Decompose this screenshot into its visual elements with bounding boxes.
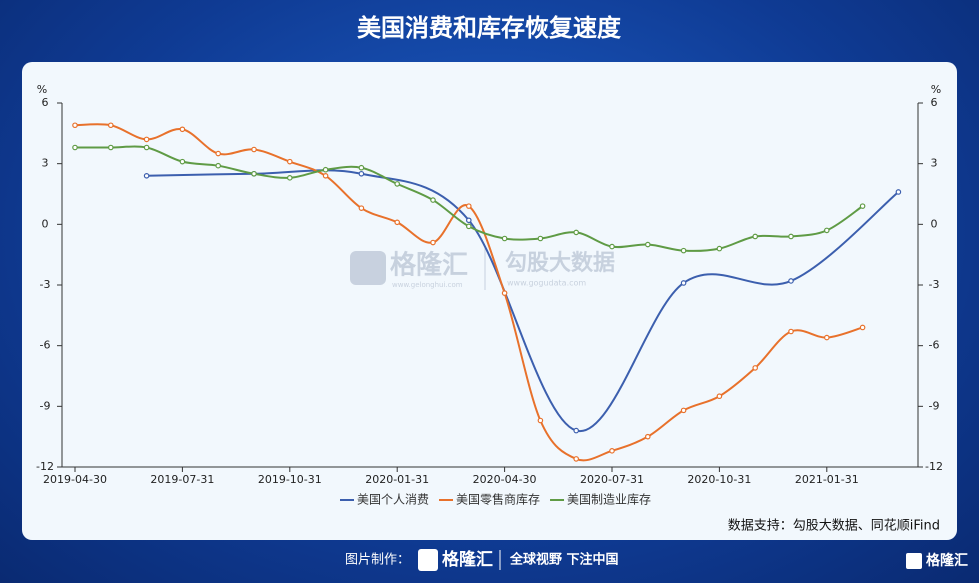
y-tick-label: 3: [42, 157, 49, 170]
y2-tick-label: -3: [929, 278, 940, 291]
x-tick-label: 2019-07-31: [150, 473, 214, 486]
footer-slogan: 全球视野 下注中国: [509, 552, 619, 568]
data-point: [322, 173, 329, 179]
data-point: [537, 235, 544, 242]
x-tick-label: 2020-07-31: [580, 473, 644, 486]
data-point: [716, 245, 723, 252]
y-tick-label: 0: [42, 217, 49, 230]
data-point: [609, 243, 615, 250]
x-tick-label: 2021-01-31: [795, 473, 859, 486]
data-point: [501, 290, 508, 296]
data-point: [752, 365, 759, 371]
data-point: [108, 144, 114, 151]
data-point: [573, 229, 580, 236]
data-point: [680, 247, 687, 254]
data-point: [286, 158, 293, 165]
data-point: [179, 126, 186, 133]
y-tick-label: 6: [42, 96, 49, 109]
data-point: [859, 324, 866, 331]
data-point: [895, 189, 902, 195]
data-point: [394, 219, 401, 226]
page-title: 美国消费和库存恢复速度: [357, 14, 622, 42]
data-point: [322, 166, 329, 173]
watermark-brand: 格隆汇: [390, 250, 468, 281]
panel: [22, 62, 957, 540]
watermark-data-brand: 勾股大数据: [505, 250, 615, 276]
watermark-url: www.gelonghui.com: [392, 281, 463, 289]
footer-logo: [418, 549, 438, 571]
data-point: [108, 122, 114, 129]
data-point: [430, 197, 436, 203]
footer-brand: 格隆汇: [442, 549, 493, 570]
data-point: [859, 203, 866, 209]
data-point: [823, 334, 830, 341]
data-point: [752, 233, 759, 240]
data-point: [823, 227, 830, 234]
y-tick-label: -6: [40, 339, 51, 352]
watermark-data-url: www.gogudata.com: [507, 279, 586, 288]
y2-tick-label: -12: [925, 460, 943, 473]
data-point: [143, 136, 150, 143]
data-point: [501, 235, 508, 242]
y-tick-label: -9: [40, 399, 51, 412]
data-point: [465, 217, 472, 224]
data-point: [215, 150, 222, 157]
data-point: [573, 456, 580, 462]
corner-logo: [906, 553, 922, 569]
data-point: [358, 205, 365, 211]
data-point: [286, 175, 293, 181]
corner-brand: 格隆汇: [926, 552, 968, 569]
x-tick-label: 2020-04-30: [473, 473, 537, 486]
data-point: [573, 427, 580, 434]
data-point: [465, 223, 472, 230]
legend-label: 美国零售商库存: [456, 492, 540, 507]
legend-label: 美国制造业库存: [567, 492, 651, 507]
data-point: [609, 448, 615, 454]
data-point: [788, 233, 794, 240]
data-point: [394, 181, 401, 187]
x-tick-label: 2020-10-31: [687, 473, 751, 486]
y-unit: %: [37, 83, 47, 96]
y-tick-label: -12: [36, 460, 54, 473]
y2-tick-label: -9: [929, 399, 940, 412]
data-point: [537, 417, 544, 424]
y2-unit: %: [931, 83, 941, 96]
y2-tick-label: 6: [931, 96, 938, 109]
y2-tick-label: 3: [931, 157, 938, 170]
data-point: [680, 407, 687, 414]
data-point: [72, 122, 78, 129]
data-point: [644, 241, 651, 248]
footer-made-by: 图片制作：: [345, 553, 410, 568]
data-point: [143, 173, 150, 179]
y-tick-label: -3: [40, 278, 51, 291]
data-point: [179, 158, 186, 165]
y2-tick-label: -6: [929, 339, 940, 352]
data-point: [72, 144, 78, 151]
data-point: [358, 164, 365, 171]
data-point: [680, 280, 687, 286]
x-tick-label: 2019-04-30: [43, 473, 107, 486]
legend-label: 美国个人消费: [357, 493, 429, 507]
data-point: [215, 162, 222, 169]
y2-tick-label: 0: [931, 217, 938, 230]
data-point: [465, 203, 472, 209]
data-point: [788, 328, 794, 335]
data-point: [716, 393, 723, 400]
data-point: [430, 239, 436, 246]
watermark: 格隆汇 www.gelonghui.com 勾股大数据 www.gogudata…: [350, 248, 615, 290]
series-line: [74, 123, 863, 462]
watermark-logo: [350, 251, 386, 285]
data-point: [644, 433, 651, 440]
data-point: [143, 144, 150, 151]
source: 数据支持：勾股大数据、同花顺iFind: [728, 518, 940, 534]
data-point: [251, 170, 257, 177]
series-line: [146, 169, 900, 432]
data-point: [358, 170, 365, 177]
x-tick-label: 2020-01-31: [365, 473, 429, 486]
data-point: [251, 146, 257, 153]
x-tick-label: 2019-10-31: [258, 473, 322, 486]
data-point: [788, 278, 794, 284]
